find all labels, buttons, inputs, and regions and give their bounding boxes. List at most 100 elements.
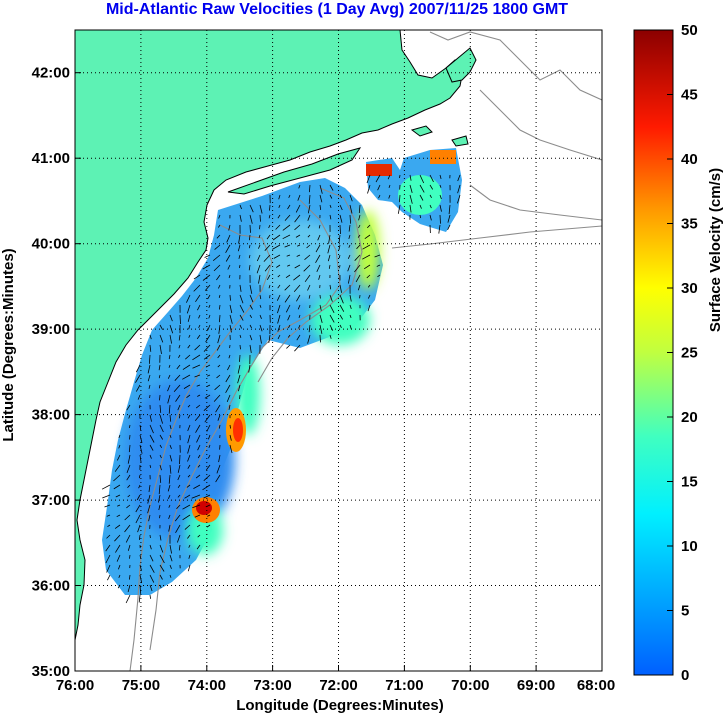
velocity-arrow	[187, 344, 191, 349]
velocity-arrow	[249, 324, 252, 329]
velocity-arrow	[439, 174, 442, 180]
velocity-arrow	[187, 424, 191, 432]
velocity-arrow	[272, 234, 281, 241]
velocity-arrow	[229, 434, 232, 441]
velocity-arrow	[126, 474, 131, 481]
velocity-arrow	[149, 574, 155, 583]
velocity-arrow	[248, 264, 251, 271]
velocity-arrow	[126, 464, 131, 474]
velocity-arrow	[387, 174, 391, 180]
velocity-arrow	[249, 294, 254, 303]
velocity-arrow	[457, 184, 461, 194]
velocity-arrow	[169, 324, 174, 334]
velocity-arrow	[316, 264, 321, 272]
velocity-arrow	[239, 214, 242, 222]
velocity-arrow	[276, 264, 281, 268]
velocity-arrow	[249, 284, 253, 294]
velocity-arrow	[126, 404, 131, 411]
velocity-arrow	[219, 304, 221, 310]
velocity-arrow	[202, 484, 211, 491]
velocity-arrow	[259, 314, 262, 319]
x-tick-label: 71:00	[385, 677, 423, 694]
velocity-arrow	[179, 314, 181, 325]
x-tick-label: 76:00	[56, 677, 94, 694]
velocity-arrow	[139, 564, 142, 571]
velocity-arrow	[139, 434, 143, 443]
velocity-arrow	[187, 434, 191, 444]
velocity-arrow	[339, 304, 345, 312]
velocity-arrow	[135, 374, 141, 383]
velocity-arrow	[177, 464, 181, 473]
velocity-arrow	[288, 194, 291, 198]
hotspot-block-island	[366, 164, 392, 176]
velocity-arrow	[216, 374, 221, 379]
velocity-arrow	[159, 444, 163, 449]
velocity-arrow	[378, 194, 381, 199]
velocity-arrow	[328, 234, 331, 244]
velocity-arrow	[307, 234, 311, 238]
velocity-arrow	[202, 274, 211, 281]
velocity-arrow	[349, 304, 352, 310]
velocity-arrow	[159, 514, 161, 519]
velocity-arrow	[148, 514, 151, 522]
velocity-arrow	[168, 364, 171, 368]
speed-blob	[310, 295, 370, 345]
velocity-arrow	[101, 484, 111, 490]
y-axis-tick-labels: 35:00 36:00 37:00 38:00 39:00 40:00 41:0…	[32, 65, 70, 680]
velocity-arrow	[259, 294, 262, 300]
velocity-arrow	[293, 274, 301, 281]
velocity-arrow	[327, 254, 331, 262]
velocity-arrow	[304, 254, 311, 261]
velocity-arrow	[218, 214, 221, 219]
velocity-arrow	[319, 184, 323, 194]
velocity-arrow	[149, 354, 151, 364]
velocity-arrow	[196, 334, 201, 340]
velocity-arrow	[298, 324, 301, 329]
velocity-arrow	[186, 484, 191, 488]
velocity-arrow	[192, 504, 201, 509]
velocity-arrow	[114, 534, 121, 542]
velocity-arrow	[193, 284, 201, 292]
velocity-arrow	[177, 474, 181, 481]
velocity-arrow	[356, 244, 361, 250]
velocity-arrow	[296, 254, 301, 257]
velocity-arrow	[186, 294, 191, 303]
velocity-arrow	[429, 204, 432, 209]
velocity-arrow	[158, 384, 161, 389]
velocity-arrow	[259, 204, 263, 214]
velocity-arrow	[248, 244, 251, 249]
velocity-arrow	[295, 204, 301, 213]
velocity-arrow	[147, 374, 151, 382]
velocity-arrow	[178, 354, 181, 358]
velocity-arrow	[264, 264, 271, 272]
velocity-arrow	[249, 304, 253, 310]
velocity-arrow	[118, 564, 121, 570]
velocity-arrow	[339, 284, 342, 293]
velocity-arrow	[308, 194, 311, 204]
velocity-arrow	[248, 254, 251, 259]
velocity-arrow	[376, 264, 381, 267]
velocity-arrow	[377, 274, 381, 278]
velocity-arrow	[188, 554, 191, 559]
velocity-arrow	[306, 244, 311, 249]
velocity-arrow	[214, 244, 221, 250]
velocity-arrow	[102, 494, 111, 499]
velocity-arrow	[226, 234, 231, 243]
velocity-arrow	[206, 524, 211, 528]
velocity-arrow	[168, 474, 171, 484]
velocity-arrow	[238, 234, 241, 244]
velocity-arrow	[139, 454, 142, 463]
y-tick-label: 40:00	[32, 236, 70, 253]
velocity-arrow	[159, 584, 162, 589]
velocity-arrow	[182, 374, 191, 380]
speed-blob	[356, 210, 380, 290]
velocity-arrow	[239, 284, 242, 292]
velocity-arrow	[339, 194, 343, 199]
velocity-arrow	[307, 204, 311, 214]
velocity-arrow	[187, 414, 191, 419]
velocity-arrow	[202, 264, 211, 270]
velocity-arrow	[194, 344, 201, 351]
velocity-arrow	[319, 194, 323, 203]
velocity-arrow	[207, 294, 211, 300]
velocity-arrow	[173, 384, 181, 393]
